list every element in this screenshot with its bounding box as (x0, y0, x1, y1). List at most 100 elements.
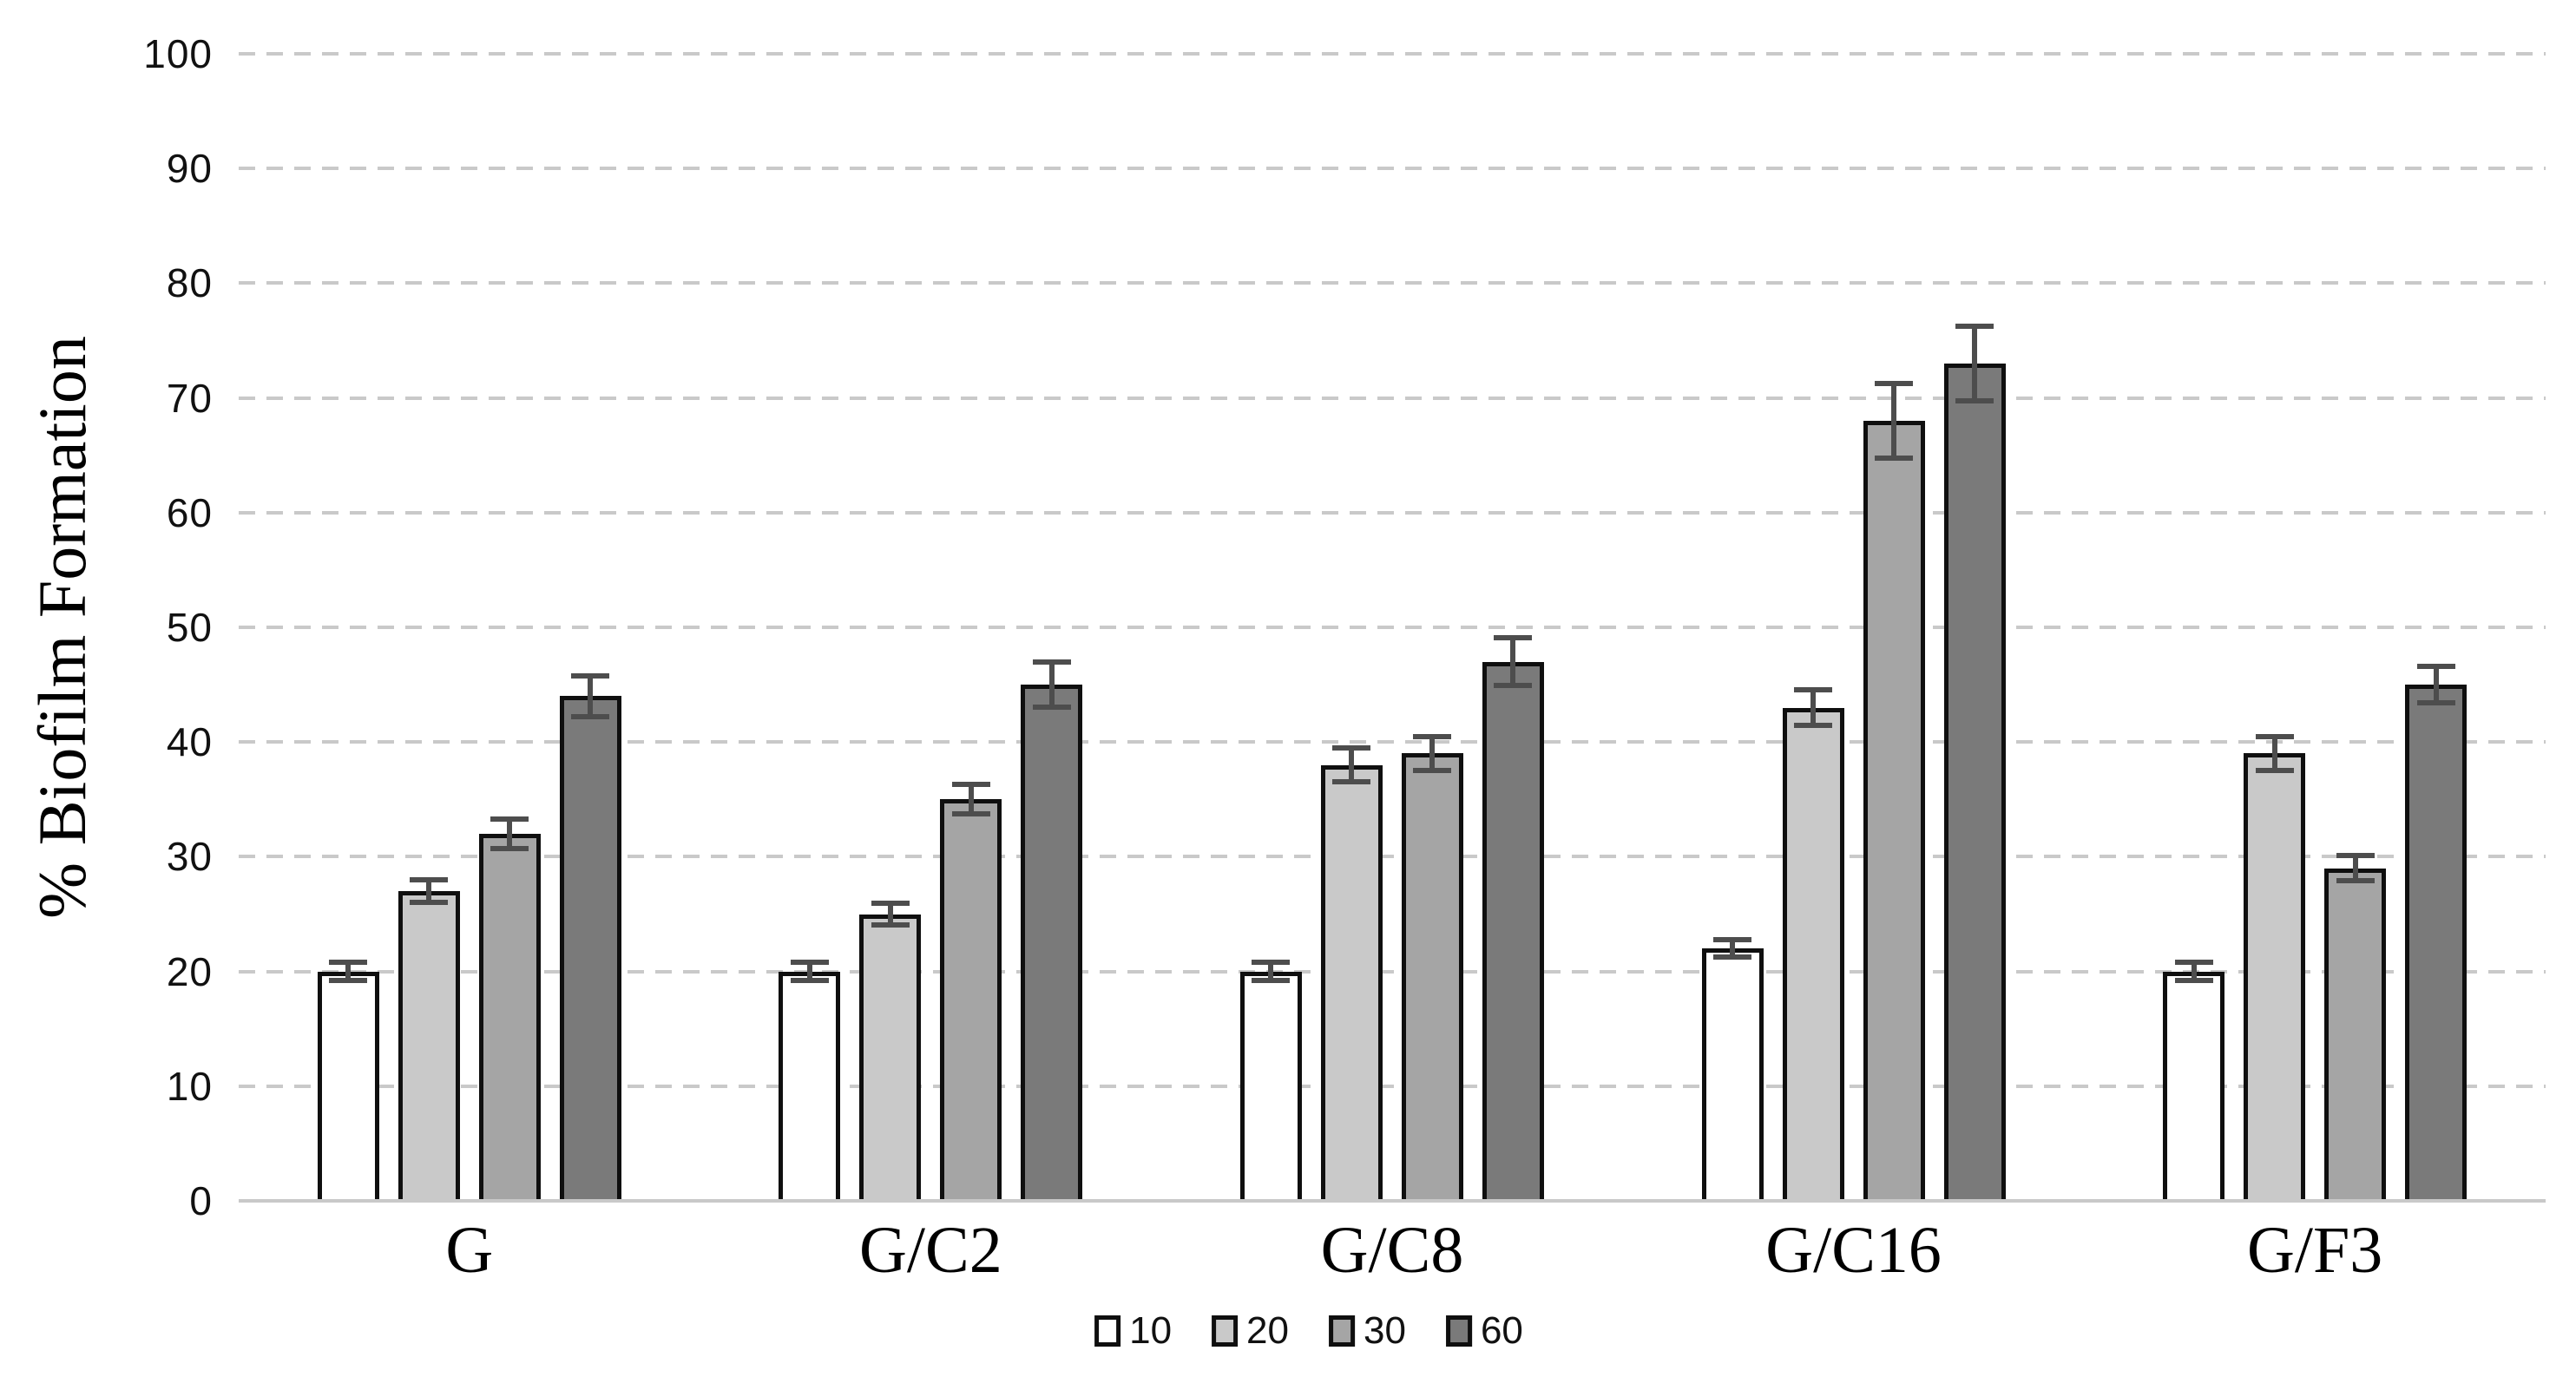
error-cap-bottom (2416, 699, 2455, 705)
legend-item-30: 30 (1329, 1312, 1406, 1350)
bar-G/C16-30 (1863, 380, 1925, 1201)
error-cap-top (329, 960, 368, 966)
bar-group-G/F3 (2084, 54, 2546, 1201)
error-line (588, 672, 594, 719)
error-cap-bottom (2174, 977, 2213, 983)
error-cap-bottom (329, 977, 368, 983)
gridline-60 (239, 510, 2546, 515)
error-line (1429, 733, 1436, 773)
error-bar-G/C16-10 (1713, 936, 1752, 961)
error-cap-bottom (951, 811, 990, 817)
bar-G/F3-10 (2163, 960, 2225, 1201)
bar-groups (239, 54, 2546, 1201)
error-cap-bottom (1252, 977, 1291, 983)
gridline-70 (239, 396, 2546, 400)
error-cap-top (1032, 659, 1071, 665)
error-bar-G-30 (490, 816, 529, 851)
y-tick-label-0: 0 (189, 1178, 213, 1223)
bar-G/C16-10 (1701, 936, 1764, 1201)
y-tick-label-90: 90 (166, 146, 213, 192)
x-category-label-G/C2: G/C2 (859, 1214, 1002, 1287)
legend-item-60: 60 (1445, 1309, 1523, 1352)
bar-group-G/C8 (1161, 54, 1623, 1201)
error-cap-top (871, 900, 910, 906)
legend-item-10: 10 (1094, 1312, 1172, 1350)
error-line (1048, 659, 1055, 711)
error-cap-bottom (1494, 683, 1533, 689)
legend-swatch-icon (1329, 1315, 1355, 1347)
gridline-90 (239, 167, 2546, 171)
error-line (1510, 635, 1516, 689)
y-tick-label-50: 50 (166, 605, 213, 650)
error-line (507, 816, 513, 851)
error-cap-top (1332, 745, 1371, 751)
error-bar-G/C8-10 (1252, 960, 1291, 983)
legend-label: 30 (1364, 1309, 1406, 1352)
error-cap-top (410, 877, 449, 883)
gridline-30 (239, 855, 2546, 859)
error-cap-top (2416, 664, 2455, 670)
error-cap-top (2336, 853, 2375, 859)
y-tick-label-100: 100 (143, 31, 213, 76)
error-cap-bottom (1955, 398, 1994, 404)
bar-G/F3-30 (2324, 853, 2387, 1201)
error-line (2271, 733, 2277, 773)
y-tick-label-80: 80 (166, 260, 213, 306)
error-line (345, 960, 352, 983)
x-category-label-G/C8: G/C8 (1320, 1214, 1464, 1287)
error-bar-G/C2-30 (951, 782, 990, 817)
bar-G/C16-60 (1943, 323, 2006, 1201)
bar-G/C8-60 (1482, 635, 1544, 1201)
error-line (1730, 936, 1736, 961)
bar-G/C2-10 (779, 960, 841, 1201)
error-cap-top (1494, 635, 1533, 641)
error-bar-G/F3-60 (2416, 664, 2455, 705)
bar-G-60 (559, 672, 621, 1201)
error-cap-bottom (571, 713, 610, 719)
error-bar-G-20 (410, 877, 449, 905)
error-cap-bottom (1332, 779, 1371, 785)
error-bar-G/C8-30 (1413, 733, 1452, 773)
bar-group-G (239, 54, 700, 1201)
error-cap-top (490, 816, 529, 823)
bar-group-G/C16 (1623, 54, 2085, 1201)
error-bar-G-60 (571, 672, 610, 719)
error-cap-bottom (790, 977, 829, 983)
bar-G-10 (317, 960, 379, 1201)
error-line (2433, 664, 2439, 705)
error-cap-bottom (2336, 877, 2375, 883)
legend-label: 60 (1480, 1309, 1523, 1352)
error-bar-G/F3-20 (2255, 733, 2294, 773)
bar-G/F3-20 (2244, 733, 2306, 1201)
x-category-label-G/C16: G/C16 (1765, 1214, 1942, 1287)
error-bar-G/F3-10 (2174, 960, 2213, 983)
error-cap-bottom (1875, 456, 1914, 462)
error-cap-bottom (871, 922, 910, 928)
bar-G/C8-20 (1320, 745, 1383, 1201)
error-bar-G-10 (329, 960, 368, 983)
gridline-40 (239, 740, 2546, 744)
bar-G/C8-30 (1401, 733, 1463, 1201)
error-line (2191, 960, 2197, 983)
gridline-100 (239, 52, 2546, 56)
legend-swatch-icon (1445, 1315, 1472, 1347)
x-category-label-G: G (445, 1214, 494, 1287)
x-axis-category-labels: G G/C2 G/C8 G/C16 G/F3 (239, 1216, 2546, 1286)
error-bar-G/F3-30 (2336, 853, 2375, 883)
y-tick-label-30: 30 (166, 834, 213, 880)
error-bar-G/C16-20 (1794, 686, 1833, 729)
error-cap-top (1794, 686, 1833, 692)
error-line (1268, 960, 1274, 983)
error-line (1891, 380, 1897, 462)
error-cap-bottom (2255, 767, 2294, 773)
y-tick-label-40: 40 (166, 719, 213, 765)
y-tick-label-20: 20 (166, 948, 213, 994)
legend-label: 10 (1129, 1309, 1173, 1352)
bar-G/F3-60 (2405, 664, 2468, 1201)
error-cap-top (951, 782, 990, 788)
legend-swatch-icon (1094, 1315, 1121, 1347)
error-cap-top (1713, 936, 1752, 942)
y-tick-label-70: 70 (166, 375, 213, 421)
error-line (887, 900, 893, 928)
